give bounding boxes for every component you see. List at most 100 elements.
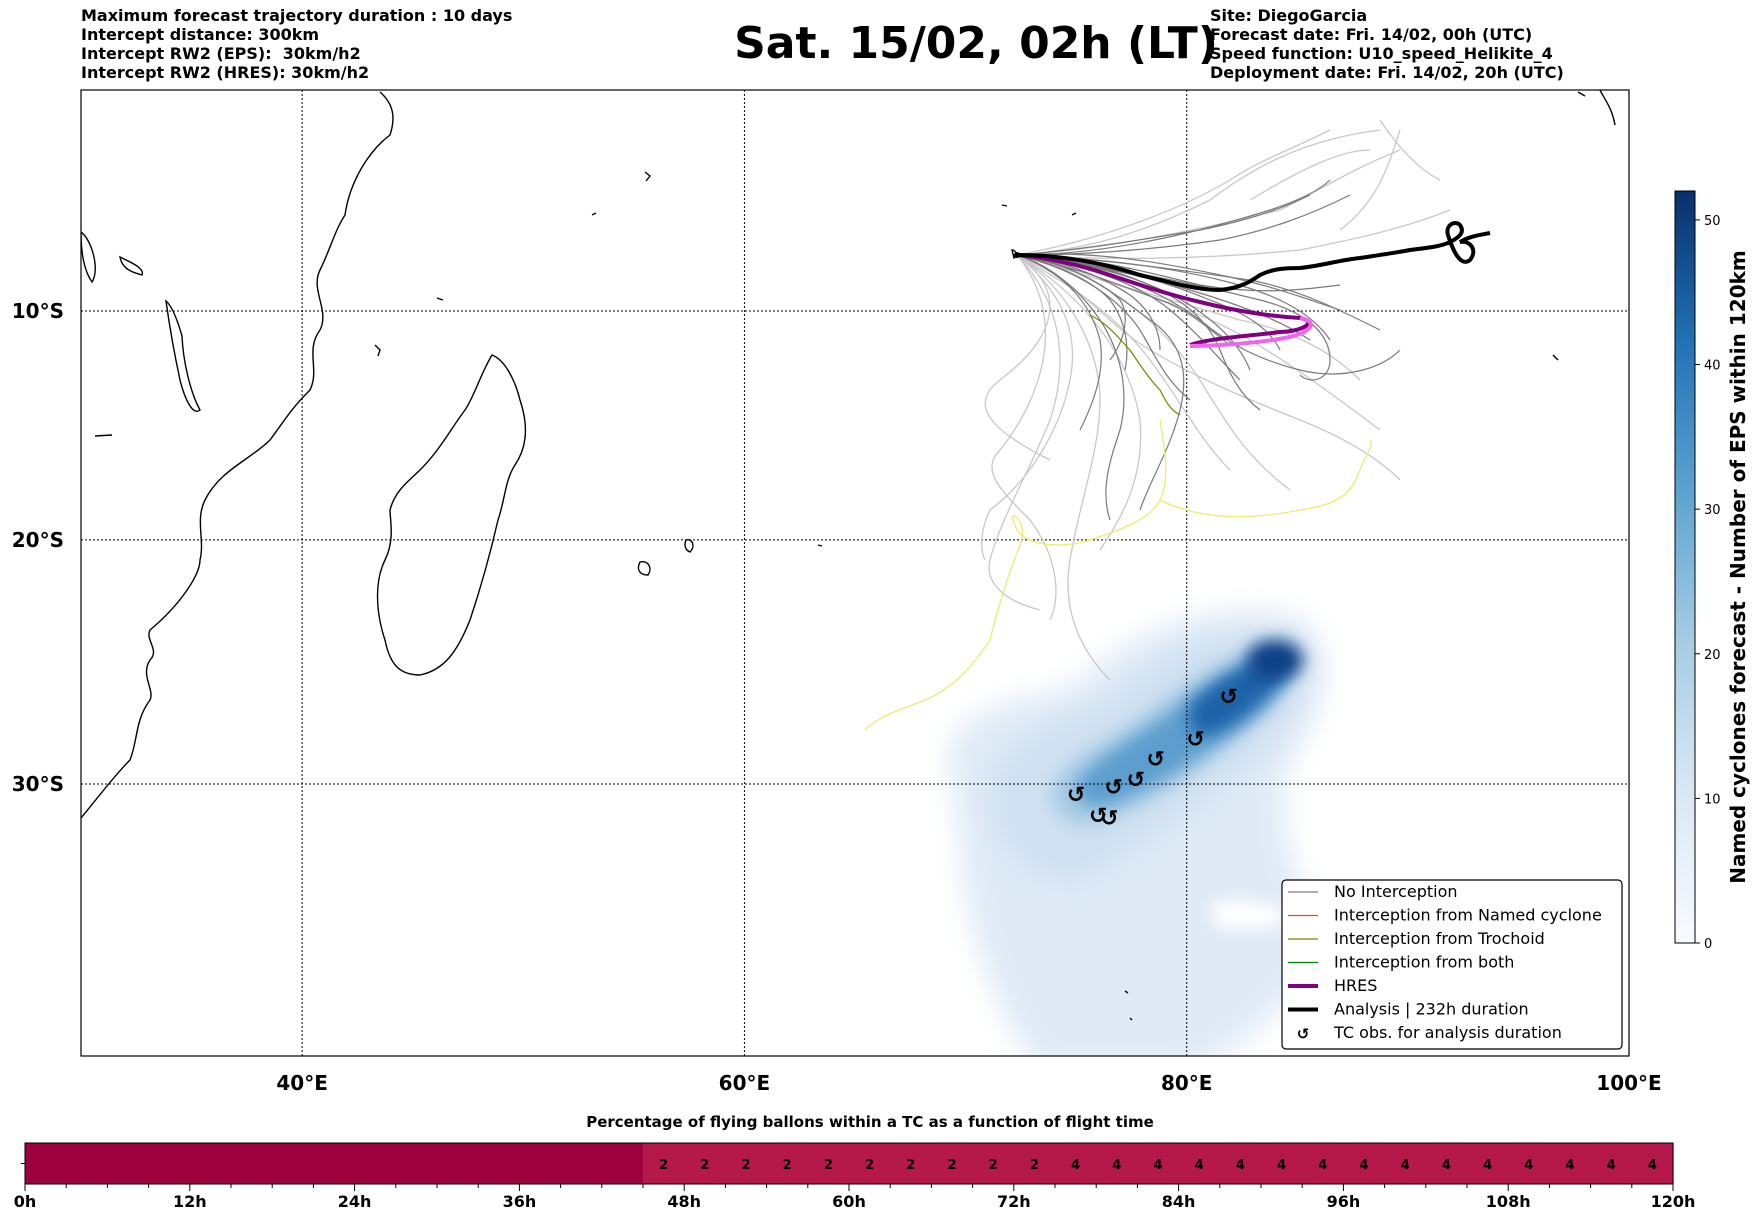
tc-observation-symbol: ↺ [1127,768,1145,793]
island-sm-8 [591,212,597,216]
map-content: ↺↺↺↺ ↺↺↺↺ [81,90,1629,1056]
bar-segment-value: 2 [906,1158,915,1173]
colorbar-tick-label-3: 30 [1704,503,1721,518]
bar-segment-value: 4 [1236,1158,1245,1173]
legend: No Interception Interception from Named c… [1281,879,1623,1050]
bar-tick-label-2: 24h [338,1192,372,1211]
site-marker [1014,252,1020,258]
trochoid-light-tracks [864,419,1372,731]
header-right-info: Site: DiegoGarcia Forecast date: Fri. 14/… [1210,6,1564,82]
bar-segment [148,1143,191,1184]
legend-label-1: Interception from Named cyclone [1334,906,1602,925]
bar-segment [354,1143,397,1184]
map-frame [80,89,1630,1057]
bar-tick-label-6: 72h [997,1192,1031,1211]
bar-segment-value: 2 [865,1158,874,1173]
bar-segment [1178,1143,1221,1184]
header-left-line-2: Intercept RW2 (EPS): 30km/h2 [81,44,361,63]
bar-segment [601,1143,644,1184]
bar-segment [1137,1143,1180,1184]
bar-segment-value: 2 [741,1158,750,1173]
island-zanzibar [81,231,96,284]
bar-segment [395,1143,438,1184]
header-left-line-3: Intercept RW2 (HRES): 30km/h2 [81,63,370,82]
bar-segment [766,1143,809,1184]
colorbar-tick-label-1: 10 [1704,792,1721,807]
bar-segment [107,1143,150,1184]
bar-segment-value: 2 [783,1158,792,1173]
coastline-africa [81,91,394,819]
lon-label-1: 60°E [719,1071,771,1095]
bar-segment [231,1143,273,1184]
bar-segment [519,1143,562,1184]
island-sm-2 [1552,354,1559,361]
bar-segment-value: 2 [989,1158,998,1173]
bar-segment [478,1143,520,1184]
coastlines [81,90,1616,1021]
header-left-info: Maximum forecast trajectory duration : 1… [81,6,512,82]
bar-segment-value: 2 [1030,1158,1039,1173]
legend-label-0: No Interception [1334,882,1458,901]
legend-label-3: Interception from both [1334,953,1514,972]
bar-segment [1343,1143,1386,1184]
cyclone-density-field [948,611,1330,1056]
island-comoros [165,299,201,412]
legend-label-2: Interception from Trochoid [1334,929,1545,948]
header-right-line-3: Deployment date: Fri. 14/02, 20h (UTC) [1210,63,1564,82]
tc-observation-symbol: ↺ [1220,685,1238,710]
bar-segment-value: 2 [659,1158,668,1173]
island-sm-7 [644,171,651,182]
bar-segment [560,1143,603,1184]
island-sm-13 [1001,204,1008,207]
colorbar-tick-label-4: 40 [1704,359,1721,374]
page-title: Sat. 15/02, 02h (LT) [734,18,1218,69]
bar-segment-value: 2 [700,1158,709,1173]
bar-segment [849,1143,891,1184]
island-sm-1 [94,434,113,437]
colorbar-tick-label-2: 20 [1704,648,1721,663]
hres-track-late [1189,316,1313,348]
bar-tick-label-10: 120h [1651,1192,1696,1211]
lat-label-0: 10°S [12,299,64,323]
bottom-bar: 2 2 2 2 2 2 2 2 2 2 4 4 4 4 4 4 4 4 4 4 4 4 4 4 4 0h 12h 24h 36h 48h 6… [14,1142,1696,1211]
madagascar-island [376,354,527,676]
island-sm-5 [1124,990,1129,994]
bar-segment [272,1143,314,1184]
legend-label-4: HRES [1334,976,1377,995]
bar-tick-label-1: 12h [173,1192,207,1211]
lat-label-1: 20°S [12,528,64,552]
tc-observation-symbol: ↺ [1105,776,1123,801]
tc-observations: ↺↺↺↺ ↺↺↺↺ [1067,685,1238,831]
bar-segment-value: 4 [1607,1158,1616,1173]
lon-label-2: 80°E [1161,1071,1213,1095]
header-right-line-2: Speed function: U10_speed_Helikite_4 [1210,44,1553,63]
bar-segment [1096,1143,1138,1184]
bar-segment [437,1143,479,1184]
gridlines [81,90,1629,1056]
bar-segment [643,1143,685,1184]
bar-segment-value: 4 [1153,1158,1162,1173]
bar-segment-value: 4 [1112,1158,1121,1173]
header-right-line-0: Site: DiegoGarcia [1210,6,1368,25]
bottom-bar-title: Percentage of flying ballons within a TC… [586,1113,1154,1131]
island-sm-11 [817,544,823,547]
lon-label-0: 40°E [276,1071,328,1095]
bar-segment-value: 4 [1318,1158,1327,1173]
bar-segment-value: 4 [1648,1158,1657,1173]
tc-observation-symbol: ↺ [1147,748,1165,773]
bar-segment [1384,1143,1427,1184]
bar-segment [1261,1143,1303,1184]
bar-segment [1631,1143,1674,1184]
island-sm-3 [1599,90,1616,126]
island-sm-6 [1129,1017,1133,1021]
colorbar-tick-label-0: 0 [1704,937,1712,952]
bar-segment [684,1143,726,1184]
bar-segment-value: 4 [1277,1158,1286,1173]
bar-segment-value: 4 [1195,1158,1204,1173]
bar-segment [725,1143,768,1184]
bar-segment [1508,1143,1550,1184]
bar-segment-value: 4 [1524,1158,1533,1173]
tc-observation-symbol: ↺ [1067,783,1085,808]
colorbar-tick-label-5: 50 [1704,214,1721,229]
